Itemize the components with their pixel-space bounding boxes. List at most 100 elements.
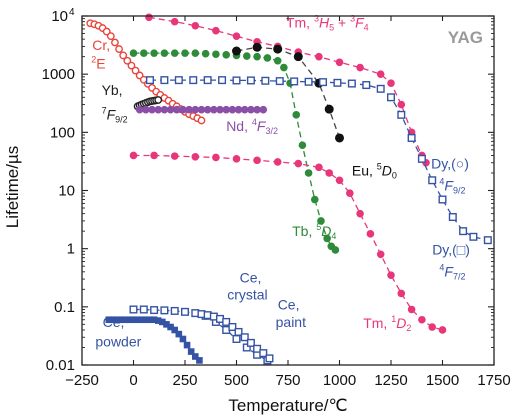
data-point-tm_lower xyxy=(170,152,179,160)
data-point-nd xyxy=(234,105,243,114)
data-point-ce_powder xyxy=(142,316,150,324)
data-point-nd xyxy=(216,105,224,114)
annotation-part: 2 xyxy=(91,55,96,65)
data-point-eu xyxy=(293,52,303,62)
x-tick-label: −250 xyxy=(65,372,99,389)
annotation-tm_upper: Tm, 3H5 + 3F4 xyxy=(286,14,369,33)
annotation-part: 5 xyxy=(377,162,382,172)
annotation-part: 7 xyxy=(102,106,107,116)
annotation-part: 3/2 xyxy=(265,126,278,136)
annotation-part: Tm, xyxy=(363,315,391,331)
annotation-part: 5 xyxy=(316,222,321,232)
annotation-yb1: Yb, xyxy=(102,82,123,98)
data-point-nd xyxy=(247,105,255,114)
data-point-ce_paint xyxy=(222,317,231,326)
annotation-part: Dy,(□) xyxy=(432,241,470,257)
annotation-cr1: Cr, xyxy=(92,37,110,53)
data-point-tm_lower xyxy=(376,250,385,259)
annotation-dy2b: 4F7/2 xyxy=(439,263,465,282)
annotation-part: F xyxy=(444,178,454,194)
annotation-part: E xyxy=(96,56,105,72)
annotation-part: Tb, xyxy=(292,223,316,239)
data-point-ce_paint xyxy=(265,354,274,363)
data-point-dy xyxy=(438,195,447,204)
data-point-ce_powder xyxy=(117,316,125,324)
y-tick-label: 0.1 xyxy=(54,299,75,316)
annotation-part: 4 xyxy=(364,23,369,33)
data-point-dy xyxy=(387,93,396,102)
annotation-part: Yb, xyxy=(102,82,123,98)
data-point-nd xyxy=(259,105,268,114)
data-point-tm_upper xyxy=(387,79,395,87)
data-point-dy xyxy=(483,236,492,245)
data-point-tb xyxy=(129,49,138,57)
data-point-tm_lower xyxy=(294,159,303,168)
data-point-tm_lower xyxy=(129,151,138,160)
data-point-dy xyxy=(304,77,313,86)
series-nd xyxy=(135,105,268,114)
y-axis-label: Lifetime/µs xyxy=(3,146,22,229)
data-point-tm_lower xyxy=(407,305,416,314)
data-point-ce_powder xyxy=(126,316,133,324)
data-point-tm_upper xyxy=(191,21,200,30)
data-point-tm_lower xyxy=(418,315,426,324)
data-point-nd xyxy=(142,105,150,114)
data-point-cr xyxy=(102,27,111,36)
x-tick-label: 1500 xyxy=(426,372,459,389)
data-point-tm_upper xyxy=(232,32,241,40)
data-point-tb xyxy=(310,195,319,204)
data-point-tm_lower xyxy=(346,189,354,197)
data-point-eu xyxy=(252,42,262,52)
series-line-dy xyxy=(150,79,488,241)
data-point-tb xyxy=(331,246,340,254)
data-point-dy xyxy=(160,76,169,85)
data-point-ce_powder xyxy=(105,316,113,324)
data-point-tm_lower xyxy=(335,176,344,185)
series-tm_upper xyxy=(145,13,430,167)
x-axis-label: Temperature/℃ xyxy=(228,396,347,415)
data-point-tb xyxy=(243,52,251,60)
annotation-part: Ce, xyxy=(103,314,125,330)
data-point-tm_lower xyxy=(438,326,447,334)
data-point-ce_paint xyxy=(253,344,262,353)
y-top-exponent: 4 xyxy=(69,7,75,18)
annotation-part: D xyxy=(382,163,392,179)
series-tm_lower xyxy=(129,151,447,334)
data-point-tb xyxy=(253,52,261,61)
data-point-tb xyxy=(150,49,158,57)
data-point-dy xyxy=(203,76,212,85)
data-point-ce_powder xyxy=(171,326,178,334)
data-point-tm_upper xyxy=(397,100,406,109)
data-point-nd xyxy=(210,105,218,114)
data-point-ce_crystal xyxy=(170,306,179,315)
annotation-ce_pa1: Ce, xyxy=(278,296,300,312)
y-tick-label: 100 xyxy=(50,124,75,141)
y-tick-label: 10 xyxy=(51,8,68,25)
annotation-part: Nd, xyxy=(226,118,252,134)
data-point-dy xyxy=(362,81,371,90)
data-point-cr xyxy=(127,61,136,70)
data-point-nd xyxy=(135,105,144,114)
host-label: YAG xyxy=(448,28,483,47)
data-point-ce_powder xyxy=(113,316,121,324)
data-point-tb xyxy=(292,111,301,119)
data-point-dy xyxy=(246,76,255,85)
series-ce_powder xyxy=(105,316,203,364)
data-point-tm_lower xyxy=(366,230,375,238)
annotation-eu: Eu, 5D0 xyxy=(352,162,397,181)
axis-layer: −250 0 250 500 750 1000 1250 1500 17500.010.1110… xyxy=(42,7,511,389)
data-point-ce_powder xyxy=(146,316,154,324)
data-point-cr xyxy=(119,51,128,60)
annotation-cr2: 2E xyxy=(91,55,105,72)
data-point-dy xyxy=(174,76,183,85)
annotation-part: F xyxy=(257,118,267,134)
data-point-nd xyxy=(203,105,212,114)
annotation-part: 5 xyxy=(329,23,334,33)
plot-frame xyxy=(81,15,495,366)
data-point-dy xyxy=(261,76,270,85)
annotation-ce_po1: Ce, xyxy=(103,314,125,330)
annotation-part: D xyxy=(321,223,331,239)
annotation-part: H xyxy=(319,15,330,31)
annotation-part: Cr, xyxy=(92,37,110,53)
data-point-tb xyxy=(170,49,179,57)
